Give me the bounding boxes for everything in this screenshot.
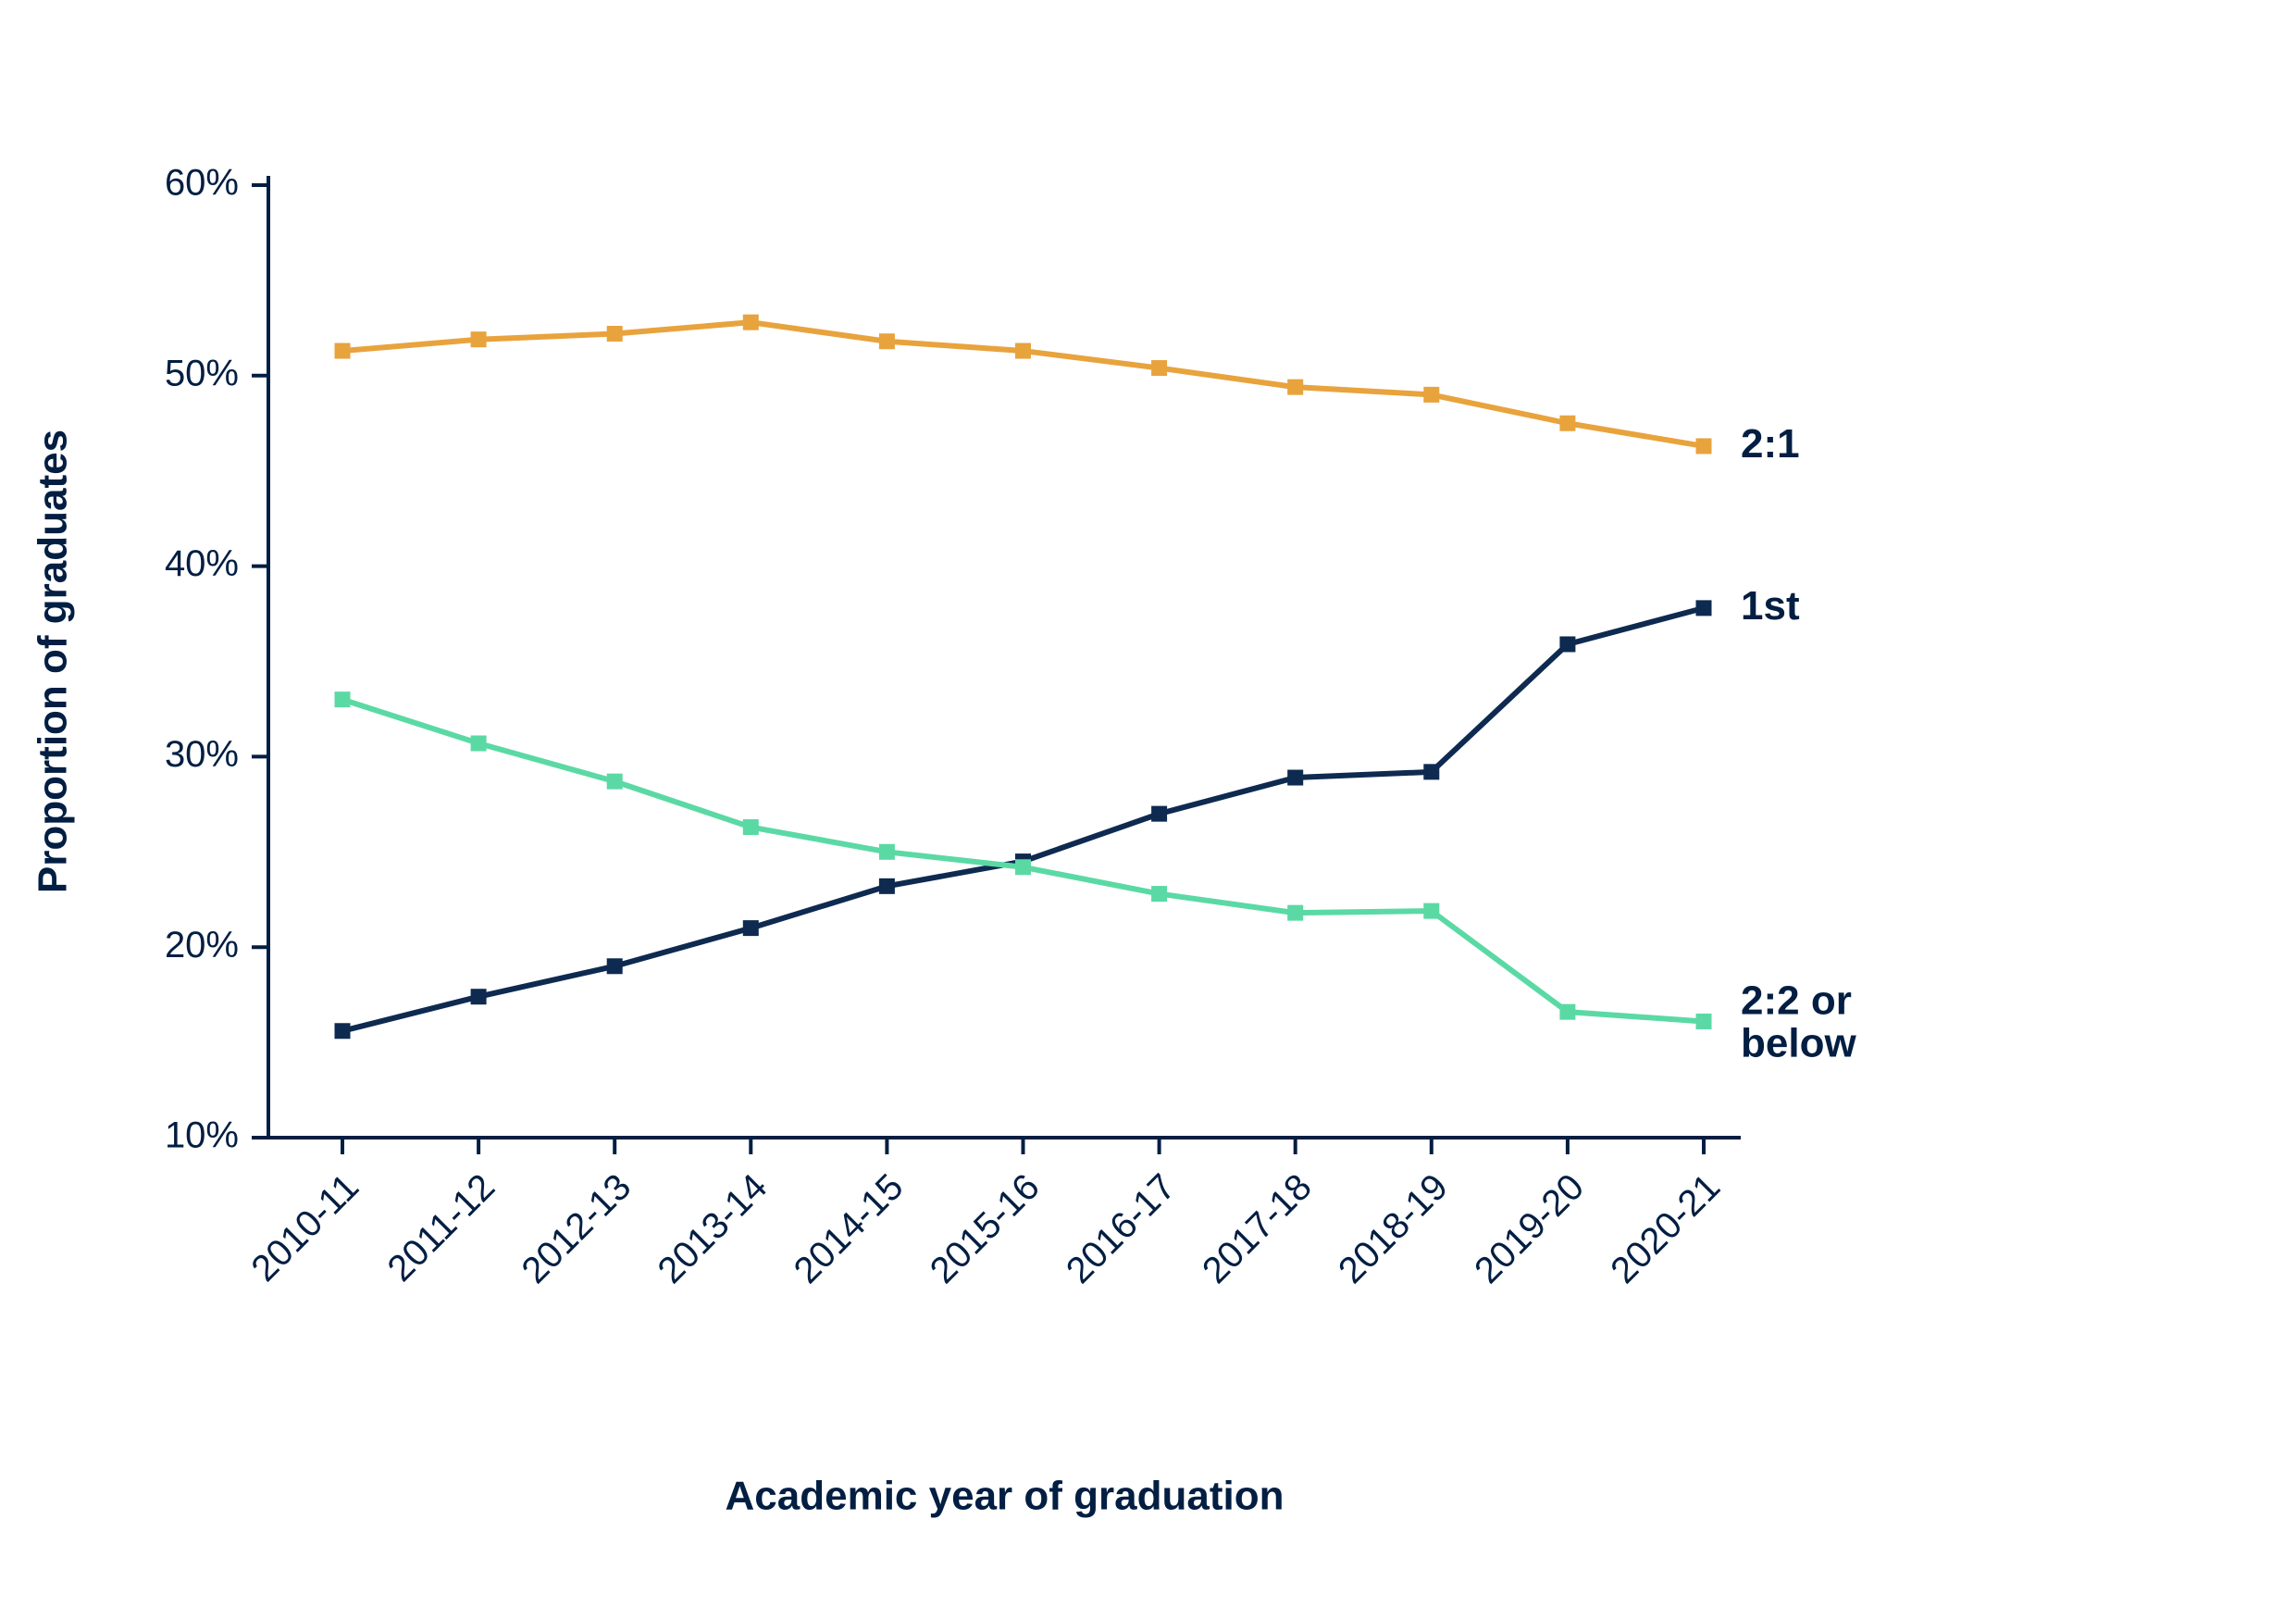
series-marker-lower-second-or-below: [743, 820, 758, 835]
x-tick-label: 2011-12: [379, 1166, 503, 1289]
series-marker-upper-second: [1288, 380, 1303, 394]
x-tick-label: 2014-15: [787, 1166, 912, 1291]
series-label-lower-second-or-below: 2:2 orbelow: [1741, 978, 1856, 1065]
series-marker-first: [879, 878, 894, 893]
y-tick-label: 20%: [165, 925, 239, 965]
series-marker-lower-second-or-below: [1016, 860, 1031, 875]
series-marker-upper-second: [879, 334, 894, 349]
x-tick-label: 2019-20: [1467, 1166, 1592, 1291]
x-tick-label: 2012-13: [514, 1166, 639, 1291]
series-marker-upper-second: [1424, 387, 1439, 402]
series-marker-lower-second-or-below: [1152, 887, 1167, 902]
x-tick-label: 2013-14: [651, 1166, 776, 1291]
x-tick-label: 2018-19: [1331, 1166, 1456, 1291]
graduate-classification-chart: 10%20%30%40%50%60%2010-112011-122012-132…: [0, 0, 2296, 1619]
y-tick-label: 30%: [165, 734, 239, 775]
series-label-upper-second: 2:1: [1741, 421, 1800, 467]
series-marker-first: [743, 921, 758, 936]
series-marker-first: [1424, 765, 1439, 779]
series-label-first: 1st: [1741, 583, 1800, 629]
series-marker-first: [1560, 637, 1575, 652]
series-marker-lower-second-or-below: [879, 844, 894, 859]
chart-svg: 10%20%30%40%50%60%2010-112011-122012-132…: [0, 0, 2296, 1619]
series-marker-first: [335, 1024, 350, 1039]
series-marker-lower-second-or-below: [1560, 1004, 1575, 1019]
series-line-first: [342, 608, 1704, 1031]
series-marker-lower-second-or-below: [607, 774, 622, 789]
series-marker-upper-second: [607, 327, 622, 342]
series-marker-upper-second: [471, 332, 486, 347]
series-marker-lower-second-or-below: [1696, 1014, 1711, 1028]
series-marker-upper-second: [1560, 416, 1575, 430]
series-marker-upper-second: [1016, 343, 1031, 358]
y-tick-label: 50%: [165, 353, 239, 393]
series-marker-first: [1288, 770, 1303, 785]
series-marker-upper-second: [1152, 361, 1167, 376]
x-tick-label: 2015-16: [923, 1166, 1048, 1291]
series-marker-upper-second: [743, 315, 758, 330]
series-line-upper-second: [342, 322, 1704, 446]
series-marker-first: [471, 990, 486, 1004]
x-axis-label: Academic year of graduation: [726, 1474, 1285, 1519]
x-tick-label: 2016-17: [1059, 1166, 1184, 1291]
series-marker-lower-second-or-below: [471, 736, 486, 751]
x-tick-label: 2010-11: [243, 1166, 366, 1289]
y-tick-label: 40%: [165, 543, 239, 584]
x-tick-label: 2017-18: [1195, 1166, 1320, 1291]
series-marker-first: [1152, 806, 1167, 821]
series-marker-lower-second-or-below: [1288, 905, 1303, 920]
y-axis-label: Proportion of graduates: [31, 430, 76, 893]
series-marker-upper-second: [1696, 439, 1711, 454]
series-marker-first: [1696, 601, 1711, 616]
y-tick-label: 10%: [165, 1115, 239, 1156]
series-marker-lower-second-or-below: [1424, 903, 1439, 918]
y-tick-label: 60%: [165, 163, 239, 204]
series-marker-lower-second-or-below: [335, 692, 350, 707]
series-marker-first: [607, 959, 622, 974]
series-marker-upper-second: [335, 343, 350, 358]
x-tick-label: 2020-21: [1603, 1166, 1728, 1291]
